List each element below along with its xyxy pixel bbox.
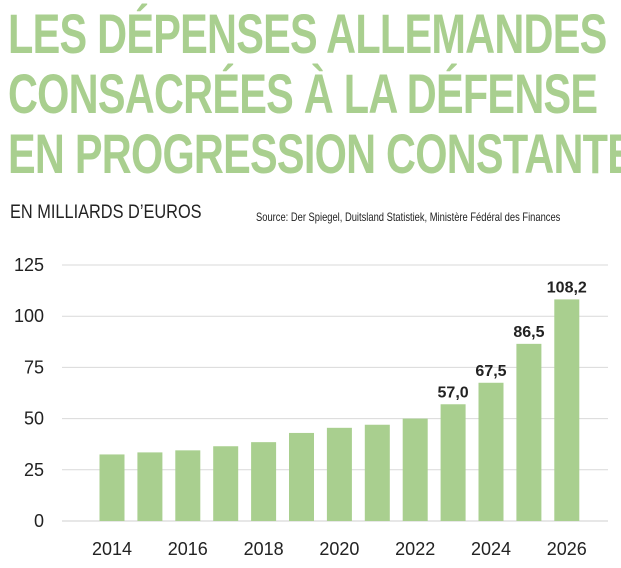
bar-2020 xyxy=(326,427,352,521)
bar-2018 xyxy=(251,442,277,521)
x-axis-tick-labels: 2014 2016 2018 2020 2022 2024 2026 xyxy=(92,539,587,559)
x-tick-label-2022: 2022 xyxy=(395,539,435,559)
bar-2015 xyxy=(137,452,163,521)
title-line-2: CONSACRÉES À LA DÉFENSE xyxy=(8,62,598,125)
x-tick-label-2026: 2026 xyxy=(547,539,587,559)
data-label-2023: 57,0 xyxy=(438,384,469,401)
title-line-1: LES DÉPENSES ALLEMANDES xyxy=(8,2,607,65)
data-label-2026: 108,2 xyxy=(547,279,587,296)
y-tick-label: 50 xyxy=(24,409,44,429)
bar-2016 xyxy=(175,450,201,521)
y-tick-label: 125 xyxy=(14,255,44,275)
x-tick-label-2020: 2020 xyxy=(319,539,359,559)
bar-2022 xyxy=(402,418,428,521)
unit-label: EN MILLIARDS D’EUROS xyxy=(10,202,202,223)
y-tick-label: 75 xyxy=(24,357,44,377)
y-axis-tick-labels: 0 25 50 75 100 125 xyxy=(14,255,44,531)
bar-2023 xyxy=(440,404,466,521)
data-label-2025: 86,5 xyxy=(513,324,544,341)
x-tick-label-2014: 2014 xyxy=(92,539,132,559)
bar-2019 xyxy=(289,432,314,521)
bar-2021 xyxy=(364,424,390,521)
x-tick-label-2016: 2016 xyxy=(168,539,208,559)
bar-2014 xyxy=(99,454,125,521)
bars xyxy=(99,299,580,521)
bar-2026 xyxy=(554,299,580,521)
bar-2017 xyxy=(213,446,239,521)
x-tick-label-2018: 2018 xyxy=(244,539,284,559)
bar-2025 xyxy=(516,343,542,521)
title-line-3: EN PROGRESSION CONSTANTE xyxy=(8,122,621,185)
bar-2024 xyxy=(478,382,504,521)
data-label-2024: 67,5 xyxy=(475,363,506,380)
x-tick-label-2024: 2024 xyxy=(471,539,511,559)
y-tick-label: 0 xyxy=(34,511,44,531)
data-labels: 57,0 67,5 86,5 108,2 xyxy=(438,279,587,401)
source-note: Source: Der Spiegel, Duitsland Statistie… xyxy=(256,210,561,224)
chart-title: LES DÉPENSES ALLEMANDES CONSACRÉES À LA … xyxy=(8,4,621,184)
y-tick-label: 25 xyxy=(24,460,44,480)
y-tick-label: 100 xyxy=(14,306,44,326)
